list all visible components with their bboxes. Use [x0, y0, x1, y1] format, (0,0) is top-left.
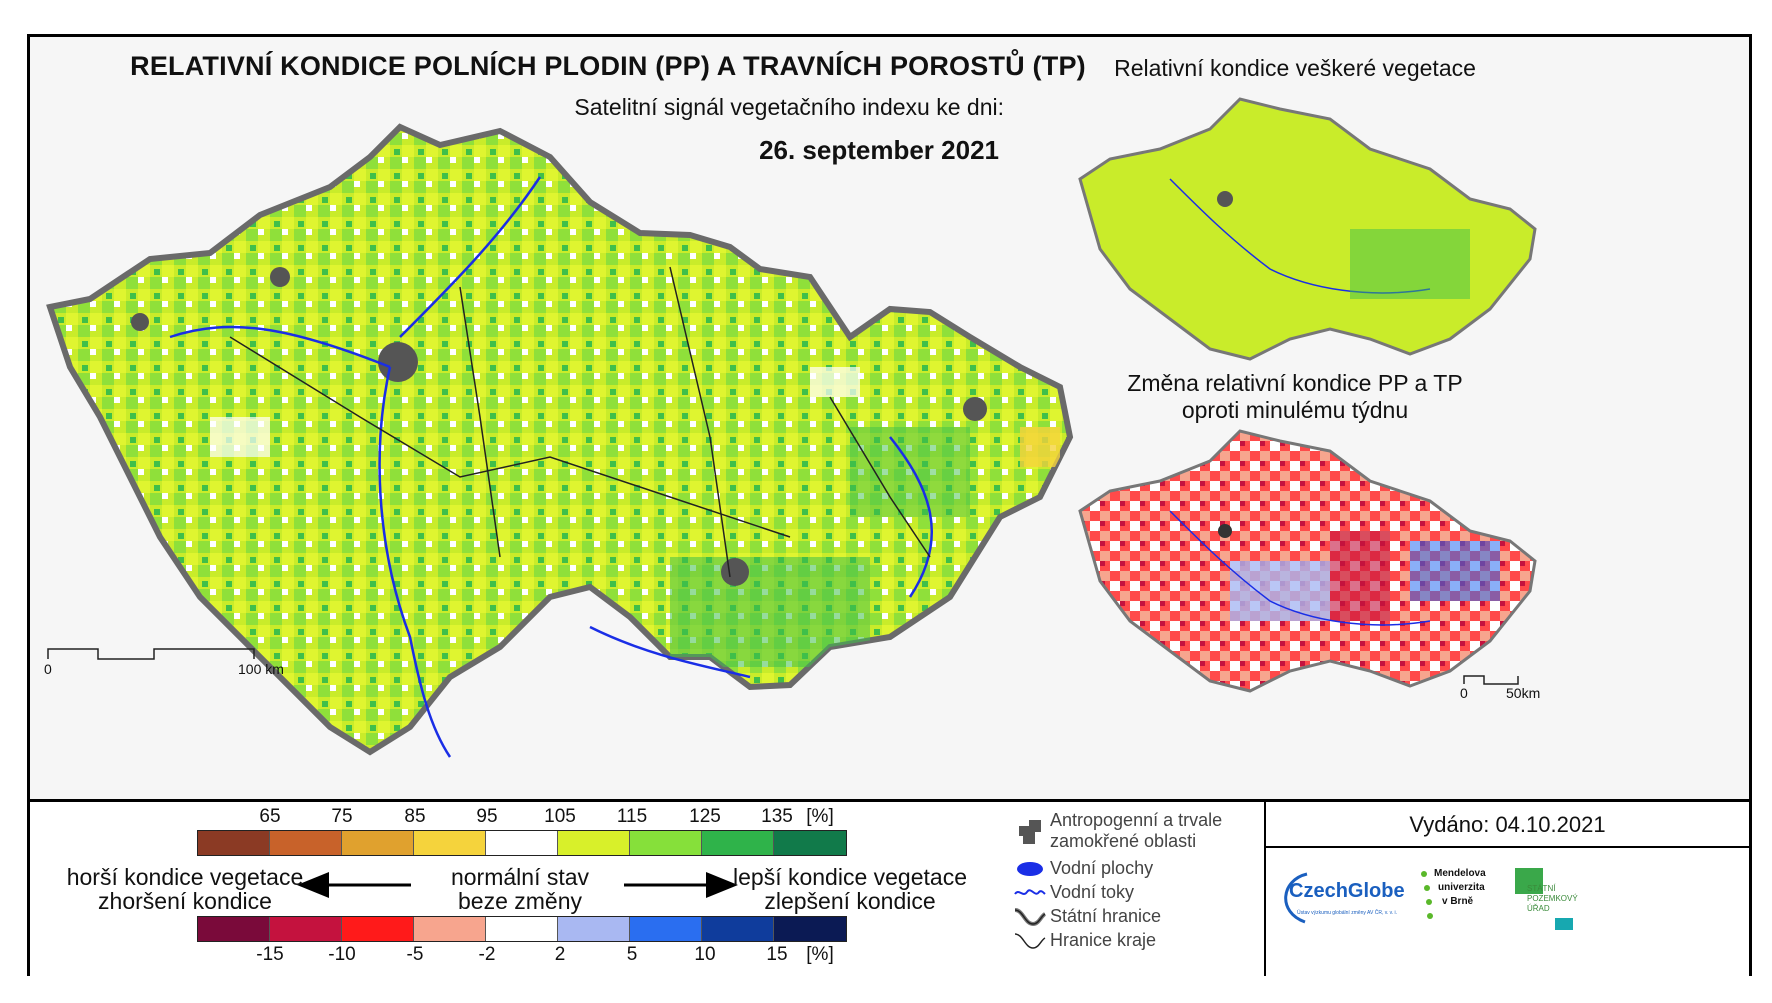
legend-region-border-label: Hranice kraje [1050, 930, 1157, 950]
condition-swatch [198, 831, 270, 855]
change-tick: -2 [478, 944, 496, 965]
mendel-text-1: Mendelova [1434, 868, 1486, 879]
normal-label-1: normální stav [450, 864, 590, 890]
main-map-date: 26. september 2021 [759, 135, 999, 165]
inset-scale-bar [1462, 673, 1522, 691]
change-swatch [414, 917, 486, 941]
region-border-icon [1014, 933, 1046, 949]
condition-swatch [486, 831, 558, 855]
left-arrow-icon [297, 872, 411, 898]
change-tick: -15 [256, 944, 284, 965]
condition-tick: 115 [616, 806, 648, 827]
better-label-1: lepší kondice vegetace [733, 864, 967, 890]
legend-urban-label: Antropogenní a trvale zamokřené oblasti [1050, 810, 1223, 851]
czechglobe-logo: CzechGlobe Ústav výzkumu globální změny … [1275, 868, 1415, 928]
condition-tick: 135 [761, 806, 793, 827]
spu-text-1: STÁTNÍ [1527, 884, 1556, 893]
czechglobe-subtitle: Ústav výzkumu globální změny AV ČR, v. v… [1297, 910, 1398, 916]
urban-area-icon [1019, 820, 1041, 844]
condition-swatch [630, 831, 702, 855]
worse-label-2: zhoršení kondice [98, 888, 272, 914]
worse-label-1: horší kondice vegetace [66, 864, 304, 890]
change-swatch [270, 917, 342, 941]
river-icon [1014, 889, 1046, 895]
main-map-title: RELATIVNÍ KONDICE POLNÍCH PLODIN (PP) A … [130, 51, 1086, 81]
inset-top-title: Relativní kondice veškeré vegetace [1114, 55, 1476, 81]
inset-scale-start: 0 [1460, 685, 1468, 701]
main-map [46, 123, 1074, 758]
condition-tick: 75 [331, 806, 353, 827]
condition-color-scale [197, 830, 847, 856]
condition-swatch [414, 831, 486, 855]
condition-tick: 65 [259, 806, 281, 827]
change-unit: [%] [806, 944, 834, 965]
mendel-logo: Mendelova univerzita v Brně [1420, 868, 1505, 928]
change-swatch [198, 917, 270, 941]
change-swatch [630, 917, 702, 941]
change-tick: 2 [554, 944, 566, 965]
inset-bottom-map [1078, 429, 1537, 693]
inset-bottom-title-1: Změna relativní kondice PP a TP [1127, 370, 1463, 396]
condition-swatch [342, 831, 414, 855]
condition-unit: [%] [806, 806, 834, 827]
legend-band: 65 75 85 95 105 115 125 135 [%] horší ko… [30, 799, 1749, 976]
condition-swatch [702, 831, 774, 855]
spu-text-2: POZEMKOVÝ [1527, 894, 1578, 903]
condition-tick: 95 [476, 806, 498, 827]
czechglobe-swoosh-icon [1284, 872, 1308, 924]
spu-logo: STÁTNÍ POZEMKOVÝ ÚŘAD [1515, 868, 1585, 938]
condition-swatch [774, 831, 846, 855]
legend-water-label: Vodní plochy [1050, 858, 1154, 878]
mendel-text-2: univerzita [1438, 882, 1485, 893]
mendel-text-3: v Brně [1442, 896, 1474, 907]
mendel-dots-icon [1421, 871, 1433, 919]
czechglobe-name: CzechGlobe [1289, 880, 1405, 902]
issued-divider [1266, 846, 1749, 848]
change-tick: 5 [626, 944, 638, 965]
legend-state-border-label: Státní hranice [1050, 906, 1162, 926]
inset-top-map [1078, 97, 1537, 361]
main-scale-end: 100 km [238, 661, 284, 677]
change-color-scale [197, 916, 847, 942]
condition-swatch [558, 831, 630, 855]
condition-tick: 85 [404, 806, 426, 827]
legend-river-label: Vodní toky [1050, 882, 1135, 902]
issued-date: Vydáno: 04.10.2021 [1409, 812, 1606, 837]
inset-bottom-title-2: oproti minulému týdnu [1181, 397, 1409, 423]
change-swatch [558, 917, 630, 941]
change-tick: 10 [694, 944, 716, 965]
state-border-icon [1014, 908, 1047, 927]
change-tick: -5 [406, 944, 424, 965]
change-swatch [702, 917, 774, 941]
condition-swatch [270, 831, 342, 855]
better-label-2: zlepšení kondice [764, 888, 936, 914]
main-map-subtitle: Satelitní signál vegetačního indexu ke d… [574, 94, 1004, 120]
change-swatch [774, 917, 846, 941]
legend-divider [1264, 802, 1266, 976]
spu-text-3: ÚŘAD [1527, 904, 1550, 913]
change-tick: -10 [328, 944, 356, 965]
water-body-icon [1017, 862, 1043, 876]
change-swatch [342, 917, 414, 941]
condition-tick: 105 [544, 806, 576, 827]
map-frame: RELATIVNÍ KONDICE POLNÍCH PLODIN (PP) A … [27, 34, 1752, 976]
change-tick: 15 [766, 944, 788, 965]
change-swatch [486, 917, 558, 941]
right-arrow-icon [624, 872, 738, 898]
normal-label-2: beze změny [457, 888, 582, 914]
spu-green-block [1515, 868, 1543, 894]
main-scale-start: 0 [44, 661, 52, 677]
condition-tick: 125 [689, 806, 721, 827]
inset-scale-end: 50km [1506, 685, 1541, 701]
main-scale-bar [46, 647, 256, 660]
spu-teal-block [1555, 918, 1573, 930]
